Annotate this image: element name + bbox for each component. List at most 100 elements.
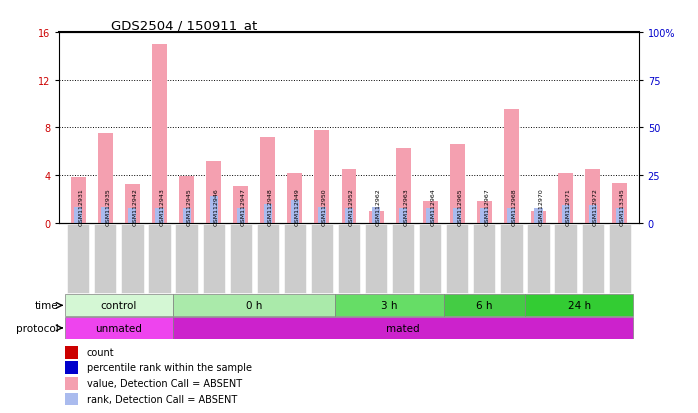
Text: unmated: unmated [96, 323, 142, 333]
Bar [426, 209, 434, 223]
Bar [65, 377, 78, 390]
Bar [128, 209, 137, 223]
FancyBboxPatch shape [311, 225, 333, 293]
Text: GSM112943: GSM112943 [160, 188, 165, 226]
Text: GSM112968: GSM112968 [512, 188, 517, 226]
Bar [531, 211, 546, 223]
Text: GSM112972: GSM112972 [593, 188, 597, 226]
Text: percentile rank within the sample: percentile rank within the sample [87, 363, 251, 373]
FancyBboxPatch shape [284, 225, 306, 293]
Bar [288, 173, 302, 223]
Bar [453, 209, 461, 223]
Bar [101, 208, 110, 223]
Bar [444, 295, 525, 316]
Text: GSM112948: GSM112948 [268, 188, 273, 226]
Bar [98, 134, 113, 223]
Text: value, Detection Call = ABSENT: value, Detection Call = ABSENT [87, 378, 242, 388]
Bar [399, 209, 407, 223]
Text: GSM112947: GSM112947 [241, 188, 246, 226]
Bar [65, 317, 173, 339]
Text: GSM112962: GSM112962 [376, 188, 381, 226]
Bar [504, 110, 519, 223]
FancyBboxPatch shape [554, 225, 577, 293]
FancyBboxPatch shape [257, 225, 279, 293]
Bar [209, 197, 218, 223]
Bar [260, 138, 275, 223]
Bar [206, 161, 221, 223]
Bar [612, 184, 628, 223]
FancyBboxPatch shape [419, 225, 441, 293]
Bar [65, 393, 78, 406]
Text: GSM112949: GSM112949 [295, 188, 300, 226]
Text: 24 h: 24 h [567, 301, 591, 311]
Text: GSM112970: GSM112970 [538, 188, 544, 226]
Text: GSM112935: GSM112935 [105, 188, 110, 226]
FancyBboxPatch shape [230, 225, 252, 293]
Bar [372, 208, 380, 223]
Bar [423, 202, 438, 223]
Text: GSM112964: GSM112964 [430, 188, 436, 226]
Bar [179, 177, 194, 223]
Text: protocol: protocol [16, 323, 59, 333]
Bar [233, 186, 248, 223]
Bar [182, 209, 191, 223]
Text: control: control [101, 301, 137, 311]
Bar [558, 173, 573, 223]
FancyBboxPatch shape [581, 225, 604, 293]
Bar [173, 295, 336, 316]
Text: 6 h: 6 h [476, 301, 493, 311]
Text: GSM112971: GSM112971 [565, 188, 570, 226]
Bar [65, 361, 78, 374]
Bar [535, 209, 542, 223]
Bar [585, 170, 600, 223]
FancyBboxPatch shape [175, 225, 198, 293]
FancyBboxPatch shape [365, 225, 387, 293]
Text: rank, Detection Call = ABSENT: rank, Detection Call = ABSENT [87, 394, 237, 404]
Text: GSM112942: GSM112942 [133, 188, 138, 226]
Text: GSM112965: GSM112965 [457, 188, 462, 226]
Bar [477, 202, 492, 223]
Bar [345, 209, 353, 223]
Bar [396, 148, 410, 223]
Bar [525, 295, 633, 316]
Bar [369, 211, 383, 223]
Bar [237, 209, 245, 223]
FancyBboxPatch shape [446, 225, 468, 293]
Text: GSM112952: GSM112952 [349, 188, 354, 226]
Bar [264, 204, 272, 223]
FancyBboxPatch shape [202, 225, 225, 293]
Bar [70, 178, 86, 223]
Bar [291, 200, 299, 223]
Bar [507, 209, 516, 223]
Bar [65, 346, 78, 359]
FancyBboxPatch shape [149, 225, 170, 293]
Bar [156, 209, 163, 223]
Text: GSM112931: GSM112931 [78, 188, 83, 226]
FancyBboxPatch shape [121, 225, 144, 293]
FancyBboxPatch shape [500, 225, 523, 293]
Bar [336, 295, 444, 316]
Text: GSM112945: GSM112945 [186, 188, 191, 226]
Text: GDS2504 / 150911_at: GDS2504 / 150911_at [112, 19, 258, 32]
Text: 3 h: 3 h [381, 301, 398, 311]
Bar [125, 185, 140, 223]
Bar [480, 209, 489, 223]
Bar [173, 317, 633, 339]
Text: GSM112967: GSM112967 [484, 188, 489, 226]
Text: count: count [87, 347, 114, 358]
Text: GSM112963: GSM112963 [403, 188, 408, 226]
Text: GSM113345: GSM113345 [620, 188, 625, 226]
Text: time: time [35, 301, 59, 311]
Bar [74, 208, 82, 223]
Bar [65, 295, 173, 316]
Text: GSM112950: GSM112950 [322, 188, 327, 226]
FancyBboxPatch shape [67, 225, 89, 293]
FancyBboxPatch shape [392, 225, 414, 293]
Bar [450, 145, 465, 223]
FancyBboxPatch shape [609, 225, 631, 293]
Bar [315, 131, 329, 223]
Bar [561, 206, 570, 223]
Bar [616, 209, 624, 223]
Text: GSM112946: GSM112946 [214, 188, 218, 226]
Bar [318, 208, 326, 223]
